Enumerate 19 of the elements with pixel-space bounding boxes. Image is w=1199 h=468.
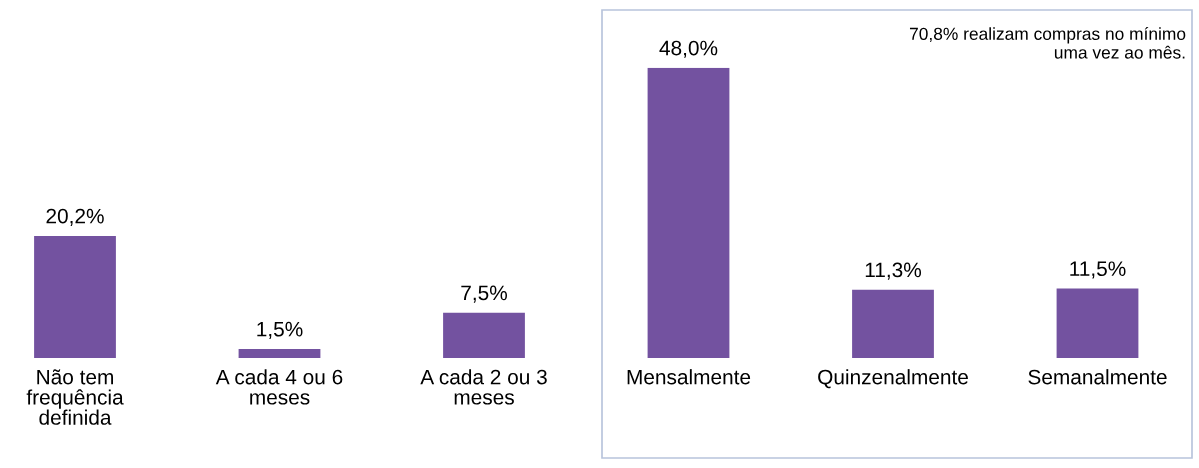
bar — [238, 348, 321, 359]
data-label: 11,3% — [865, 262, 922, 280]
data-label: 7,5% — [461, 285, 507, 303]
x-tick-label: Quinzenalmente — [818, 369, 968, 389]
x-tick-label: Semanalmente — [1028, 369, 1167, 385]
bar — [443, 312, 525, 359]
x-tick-label: A cada 4 ou 6 meses — [215, 369, 343, 405]
text: 70,8% realizam compras no mínimo uma vez ao mês. — [909, 27, 1186, 59]
bar — [34, 235, 116, 359]
data-label: 11,5% — [1070, 261, 1126, 279]
bar — [1056, 288, 1139, 359]
data-label: 20,2% — [46, 208, 104, 226]
x-tick-label: Mensalmente — [627, 369, 751, 385]
x-tick-label: Não tem frequência definida — [26, 369, 124, 425]
x-tick-label: A cada 2 ou 3 meses — [420, 369, 547, 405]
data-label: 48,0% — [659, 40, 718, 58]
bar — [852, 289, 934, 359]
bar — [647, 67, 730, 359]
data-label: 1,5% — [257, 321, 303, 339]
